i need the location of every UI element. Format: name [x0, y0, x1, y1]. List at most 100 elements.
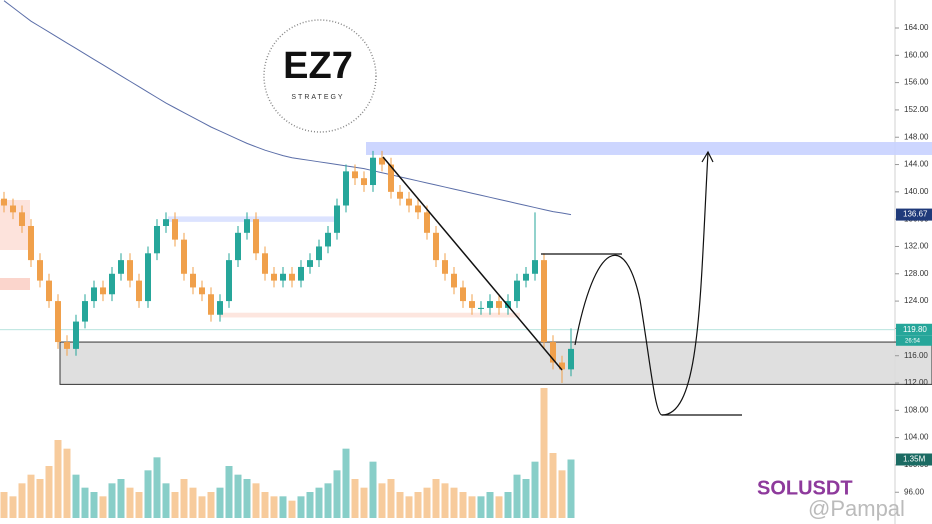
candle-body	[460, 287, 466, 302]
volume-bar	[441, 483, 449, 518]
volume-bar	[117, 479, 125, 518]
volume-bar	[387, 479, 395, 518]
y-tick-label: 116.00	[904, 351, 928, 360]
volume-bar	[522, 479, 530, 518]
candle-body	[289, 273, 295, 281]
candle-body	[397, 191, 403, 199]
zone	[366, 142, 932, 155]
volume-bar	[360, 487, 368, 518]
volume-bar	[9, 496, 17, 518]
candle-body	[496, 301, 502, 308]
candle-body	[568, 348, 574, 370]
volume-bar	[333, 470, 341, 518]
candle-body	[415, 205, 421, 213]
symbol-watermark: SOLUSDT	[757, 477, 853, 499]
volume-bar	[504, 492, 512, 518]
volume-bar	[477, 496, 485, 518]
candle-body	[271, 273, 277, 281]
candle-body	[343, 171, 349, 206]
volume-bar	[549, 453, 557, 518]
candle-body	[442, 260, 448, 274]
y-tick-label: 112.00	[904, 378, 928, 387]
volume-bar	[450, 487, 458, 518]
volume-bar	[342, 448, 350, 518]
volume-bar	[297, 496, 305, 518]
candle-body	[433, 232, 439, 261]
volume-bar	[99, 496, 107, 518]
candle-body	[514, 280, 520, 302]
volume-bar	[171, 492, 179, 518]
candle-body	[1, 198, 7, 206]
volume-bar	[27, 474, 35, 518]
candle-body	[91, 287, 97, 302]
volume-bar	[396, 492, 404, 518]
logo-ring	[263, 19, 377, 133]
y-tick-label: 156.00	[904, 78, 929, 87]
moving-average	[3, 0, 572, 216]
volume-bar	[216, 487, 224, 518]
candle-body	[307, 260, 313, 267]
countdown-bg	[896, 335, 932, 346]
candle-body	[523, 273, 529, 281]
candle-body	[469, 301, 475, 308]
candle-body	[352, 171, 358, 179]
candle-body	[100, 287, 106, 295]
volume-bar	[45, 466, 53, 518]
candle-body	[73, 321, 79, 349]
volume-bar	[279, 496, 287, 518]
candle-body	[262, 253, 268, 274]
candle-body	[550, 342, 556, 363]
candle-body	[118, 260, 124, 274]
candle-body	[235, 232, 241, 261]
candle-body	[172, 219, 178, 240]
volume-bar	[234, 474, 242, 518]
trend-line	[382, 156, 563, 371]
y-tick-label: 104.00	[904, 433, 929, 442]
volume-bar	[72, 474, 80, 518]
zone-left	[0, 278, 30, 290]
candle-body	[280, 273, 286, 281]
candle-body	[478, 307, 484, 309]
volume-bar	[513, 474, 521, 518]
candle-body	[487, 301, 493, 308]
volume-bar	[270, 496, 278, 518]
volume-bar	[567, 459, 575, 518]
candle-body	[46, 280, 52, 302]
candle-body	[505, 301, 511, 308]
last-price-tag: 119.80	[903, 325, 927, 334]
candle-body	[379, 157, 385, 165]
candle-body	[136, 280, 142, 302]
candle-body	[37, 260, 43, 281]
volume-bar	[243, 479, 251, 518]
volume-bar	[486, 492, 494, 518]
volume-bar	[306, 492, 314, 518]
y-tick-label: 140.00	[904, 187, 929, 196]
volume-bar	[378, 483, 386, 518]
volume-bar	[18, 483, 26, 518]
volume-bar	[558, 470, 566, 518]
logo: EZ7 STRATEGY	[263, 19, 377, 133]
candle-body	[334, 205, 340, 233]
volume-bar	[36, 479, 44, 518]
candle-body	[325, 232, 331, 247]
ma-price-tag: 136.67	[903, 210, 928, 219]
volume-bar	[261, 492, 269, 518]
candle-body	[424, 212, 430, 233]
candle-body	[163, 219, 169, 226]
candle-body	[559, 362, 565, 370]
projection	[574, 151, 709, 416]
y-tick-label: 160.00	[904, 50, 929, 59]
volume-bar	[108, 483, 116, 518]
volume-bar	[126, 487, 134, 518]
volume-bar	[288, 500, 296, 518]
candle-body	[253, 219, 259, 254]
volume-bar	[153, 457, 161, 518]
volume-bar	[225, 466, 233, 518]
logo-tagline: STRATEGY	[291, 94, 344, 101]
ma-price-tag-bg	[896, 208, 932, 221]
candle-body	[55, 301, 61, 343]
candle-body	[10, 205, 16, 213]
candle-body	[244, 219, 250, 233]
